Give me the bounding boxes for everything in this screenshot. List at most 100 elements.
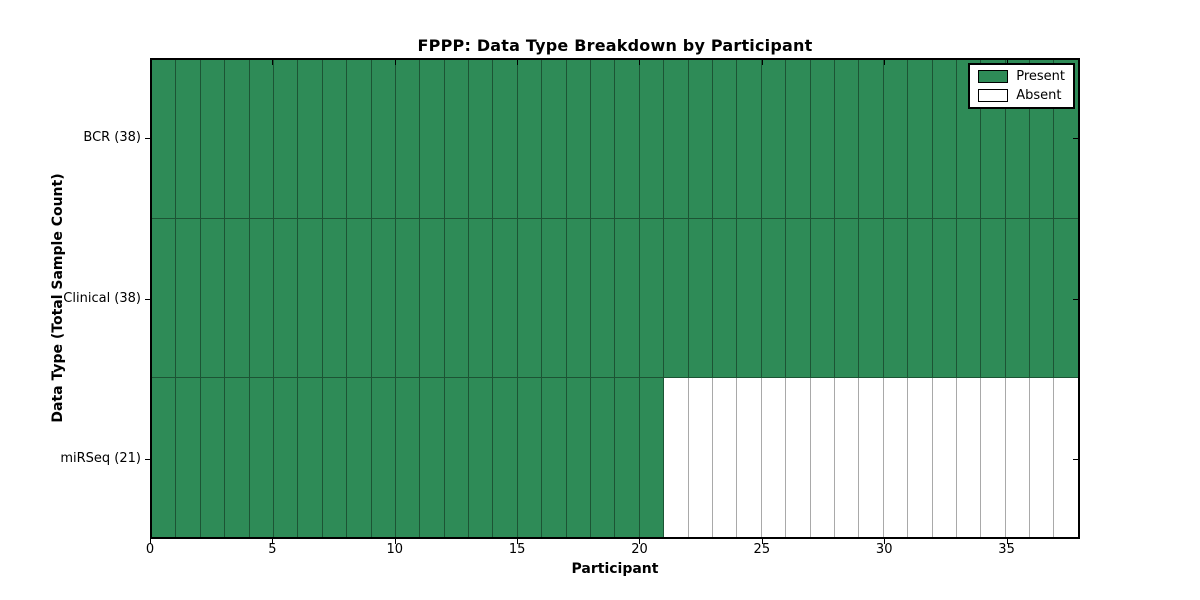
cell-present: [469, 378, 494, 537]
y-tick-label: miRSeq (21): [60, 450, 141, 466]
cell-present: [761, 219, 787, 378]
cell-present: [1005, 219, 1031, 378]
cell-present: [371, 378, 396, 537]
cell-present: [591, 219, 616, 378]
cell-present: [395, 60, 421, 219]
x-tick-mark: [517, 539, 519, 544]
x-tick-label: 10: [386, 542, 404, 557]
x-tick-label: 15: [508, 542, 526, 557]
cell-present: [859, 60, 884, 219]
x-tick-label: 35: [998, 542, 1015, 557]
cell-present: [347, 219, 372, 378]
cell-present: [200, 378, 226, 537]
cell-present: [152, 378, 177, 537]
x-tick-mark-top: [1006, 60, 1008, 65]
cell-present: [712, 60, 738, 219]
cell-present: [225, 219, 250, 378]
cell-present: [152, 60, 177, 219]
cell-present: [883, 219, 909, 378]
heatmap-row-bcr: [152, 60, 1078, 219]
cell-present: [322, 60, 348, 219]
y-tick-mark-right: [1073, 138, 1078, 140]
cell-present: [273, 219, 299, 378]
x-tick-label: 0: [145, 542, 155, 557]
cell-present: [688, 60, 713, 219]
cell-present: [225, 378, 250, 537]
cell-present: [176, 60, 201, 219]
cell-present: [859, 219, 884, 378]
x-tick-mark-top: [272, 60, 274, 65]
cell-present: [542, 378, 567, 537]
y-tick-mark-right: [1073, 298, 1078, 300]
cell-present: [298, 378, 323, 537]
cell-absent: [737, 378, 762, 537]
cell-absent: [786, 378, 811, 537]
heatmap-row-mirseq: [152, 378, 1078, 537]
legend-label-absent: Absent: [1016, 88, 1062, 103]
cell-present: [542, 219, 567, 378]
y-tick-label: BCR (38): [83, 130, 141, 146]
cell-present: [810, 60, 835, 219]
legend: Present Absent: [968, 63, 1075, 109]
x-tick-label: 30: [875, 542, 893, 557]
chart-title: FPPP: Data Type Breakdown by Participant: [417, 36, 813, 55]
cell-present: [273, 378, 299, 537]
cell-present: [615, 60, 640, 219]
cell-present: [176, 219, 201, 378]
cell-present: [469, 219, 494, 378]
cell-present: [1054, 219, 1078, 378]
cell-present: [395, 378, 421, 537]
cell-present: [932, 219, 957, 378]
cell-present: [298, 219, 323, 378]
cell-absent: [956, 378, 982, 537]
cell-present: [420, 378, 445, 537]
cell-present: [664, 219, 689, 378]
cell-present: [176, 378, 201, 537]
cell-present: [395, 219, 421, 378]
legend-label-present: Present: [1016, 69, 1065, 84]
cell-present: [932, 60, 957, 219]
x-tick-mark: [884, 539, 886, 544]
cell-present: [591, 378, 616, 537]
x-tick-mark: [1006, 539, 1008, 544]
cell-present: [639, 219, 665, 378]
cell-present: [908, 60, 933, 219]
cell-present: [786, 219, 811, 378]
cell-present: [883, 60, 909, 219]
cell-absent: [1005, 378, 1031, 537]
cell-absent: [1054, 378, 1078, 537]
x-tick-mark-top: [761, 60, 763, 65]
y-tick-mark-right: [1073, 458, 1078, 460]
x-tick-mark: [394, 539, 396, 544]
cell-present: [639, 378, 665, 537]
cell-absent: [761, 378, 787, 537]
cell-present: [908, 219, 933, 378]
cell-absent: [908, 378, 933, 537]
x-tick-mark-top: [150, 60, 151, 65]
y-tick-mark: [145, 138, 150, 140]
cell-present: [200, 60, 226, 219]
cell-present: [566, 219, 592, 378]
cell-present: [517, 378, 543, 537]
cell-present: [591, 60, 616, 219]
legend-entry-present: Present: [978, 70, 1065, 83]
cell-present: [371, 60, 396, 219]
cell-present: [444, 219, 470, 378]
legend-entry-absent: Absent: [978, 89, 1065, 102]
cell-present: [834, 60, 860, 219]
cell-absent: [810, 378, 835, 537]
x-tick-mark-top: [639, 60, 641, 65]
absent-swatch-icon: [978, 89, 1009, 102]
cell-present: [347, 60, 372, 219]
cell-absent: [712, 378, 738, 537]
cell-present: [420, 219, 445, 378]
cell-present: [420, 60, 445, 219]
x-tick-mark: [639, 539, 641, 544]
cell-present: [542, 60, 567, 219]
x-tick-label: 5: [268, 542, 277, 557]
cell-present: [493, 378, 518, 537]
x-tick-mark: [761, 539, 763, 544]
cell-present: [688, 219, 713, 378]
heatmap-grid: [152, 60, 1078, 537]
